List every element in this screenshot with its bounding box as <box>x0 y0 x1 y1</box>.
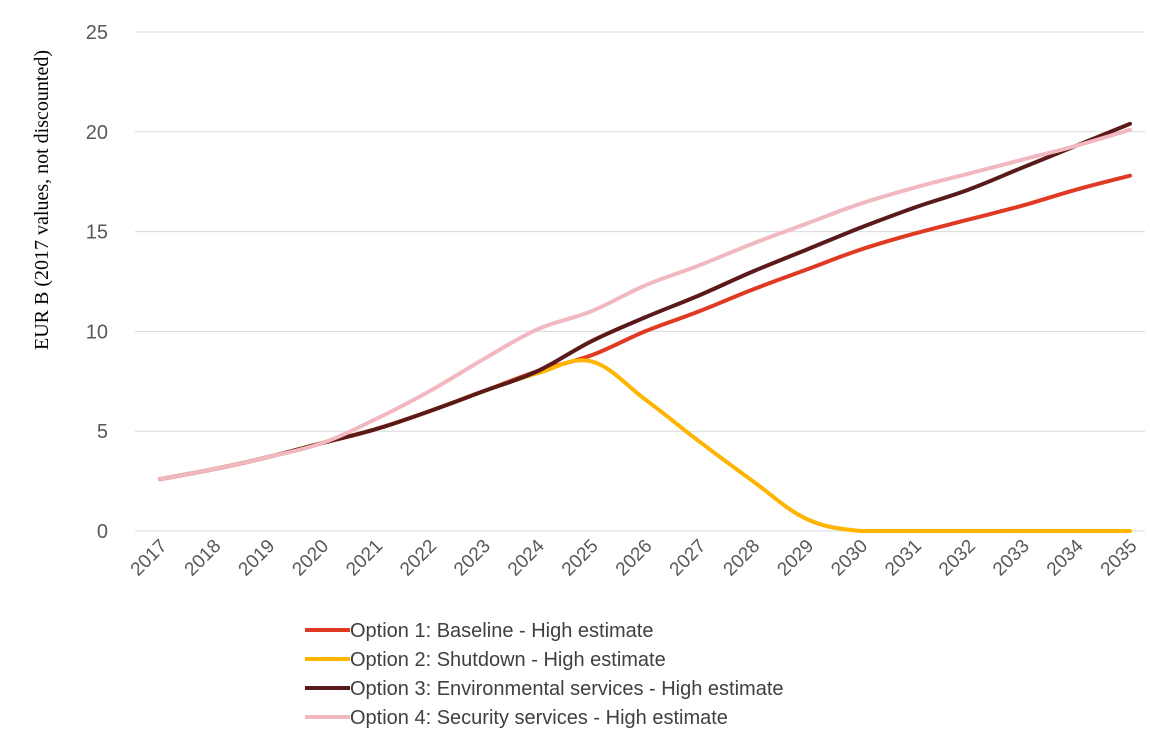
x-tick-label: 2019 <box>235 536 280 581</box>
x-tick-label: 2025 <box>558 536 603 581</box>
series-line-3 <box>158 121 1132 482</box>
x-tick-label: 2030 <box>827 536 872 581</box>
legend: Option 1: Baseline - High estimate Option… <box>305 620 784 729</box>
x-tick-label: 2027 <box>666 536 711 581</box>
x-tick-label: 2020 <box>288 536 333 581</box>
y-tick-label: 0 <box>97 521 108 543</box>
y-axis-ticks: 0 5 10 15 20 25 <box>86 22 108 543</box>
x-tick-label: 2031 <box>881 536 926 581</box>
legend-label: Option 1: Baseline - High estimate <box>350 620 654 642</box>
series-line-4 <box>158 127 1132 482</box>
y-axis-label: EUR B (2017 values, not discounted) <box>31 50 53 350</box>
x-axis-ticks: 2017 2018 2019 2020 2021 2022 2023 2024 2025 2026… <box>127 535 1142 580</box>
x-tick-label: 2017 <box>127 536 172 581</box>
x-tick-label: 2023 <box>450 536 495 581</box>
x-tick-label: 2022 <box>396 536 441 581</box>
x-tick-label: 2034 <box>1043 535 1088 580</box>
x-tick-label: 2029 <box>773 536 818 581</box>
legend-label: Option 2: Shutdown - High estimate <box>350 649 666 671</box>
x-tick-label: 2024 <box>504 535 549 580</box>
x-tick-label: 2021 <box>342 536 387 581</box>
series-line-1 <box>158 173 1132 482</box>
legend-label: Option 4: Security services - High estim… <box>350 707 728 729</box>
legend-label: Option 3: Environmental services - High … <box>350 678 784 700</box>
x-tick-label: 2028 <box>720 536 765 581</box>
x-tick-label: 2026 <box>612 536 657 581</box>
y-tick-label: 25 <box>86 22 108 44</box>
gridlines <box>135 31 1145 432</box>
y-tick-label: 20 <box>86 122 108 144</box>
y-tick-label: 5 <box>97 421 108 443</box>
series-lines <box>158 121 1132 533</box>
y-tick-label: 15 <box>86 222 108 244</box>
x-tick-label: 2035 <box>1097 536 1142 581</box>
x-tick-label: 2033 <box>989 536 1034 581</box>
x-tick-label: 2018 <box>181 536 226 581</box>
x-tick-label: 2032 <box>935 536 980 581</box>
y-tick-label: 10 <box>86 321 108 343</box>
